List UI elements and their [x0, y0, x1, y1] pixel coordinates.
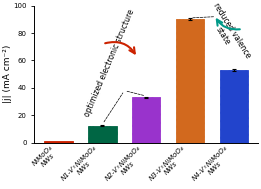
Bar: [88, 125, 117, 143]
Bar: [220, 70, 248, 143]
Text: optimized electronic structure: optimized electronic structure: [82, 8, 136, 118]
Y-axis label: |j| (mA cm⁻²): |j| (mA cm⁻²): [3, 45, 12, 103]
Bar: [44, 141, 73, 143]
Bar: [132, 98, 161, 143]
Text: reduced valence
state: reduced valence state: [202, 1, 252, 65]
Bar: [176, 19, 204, 143]
